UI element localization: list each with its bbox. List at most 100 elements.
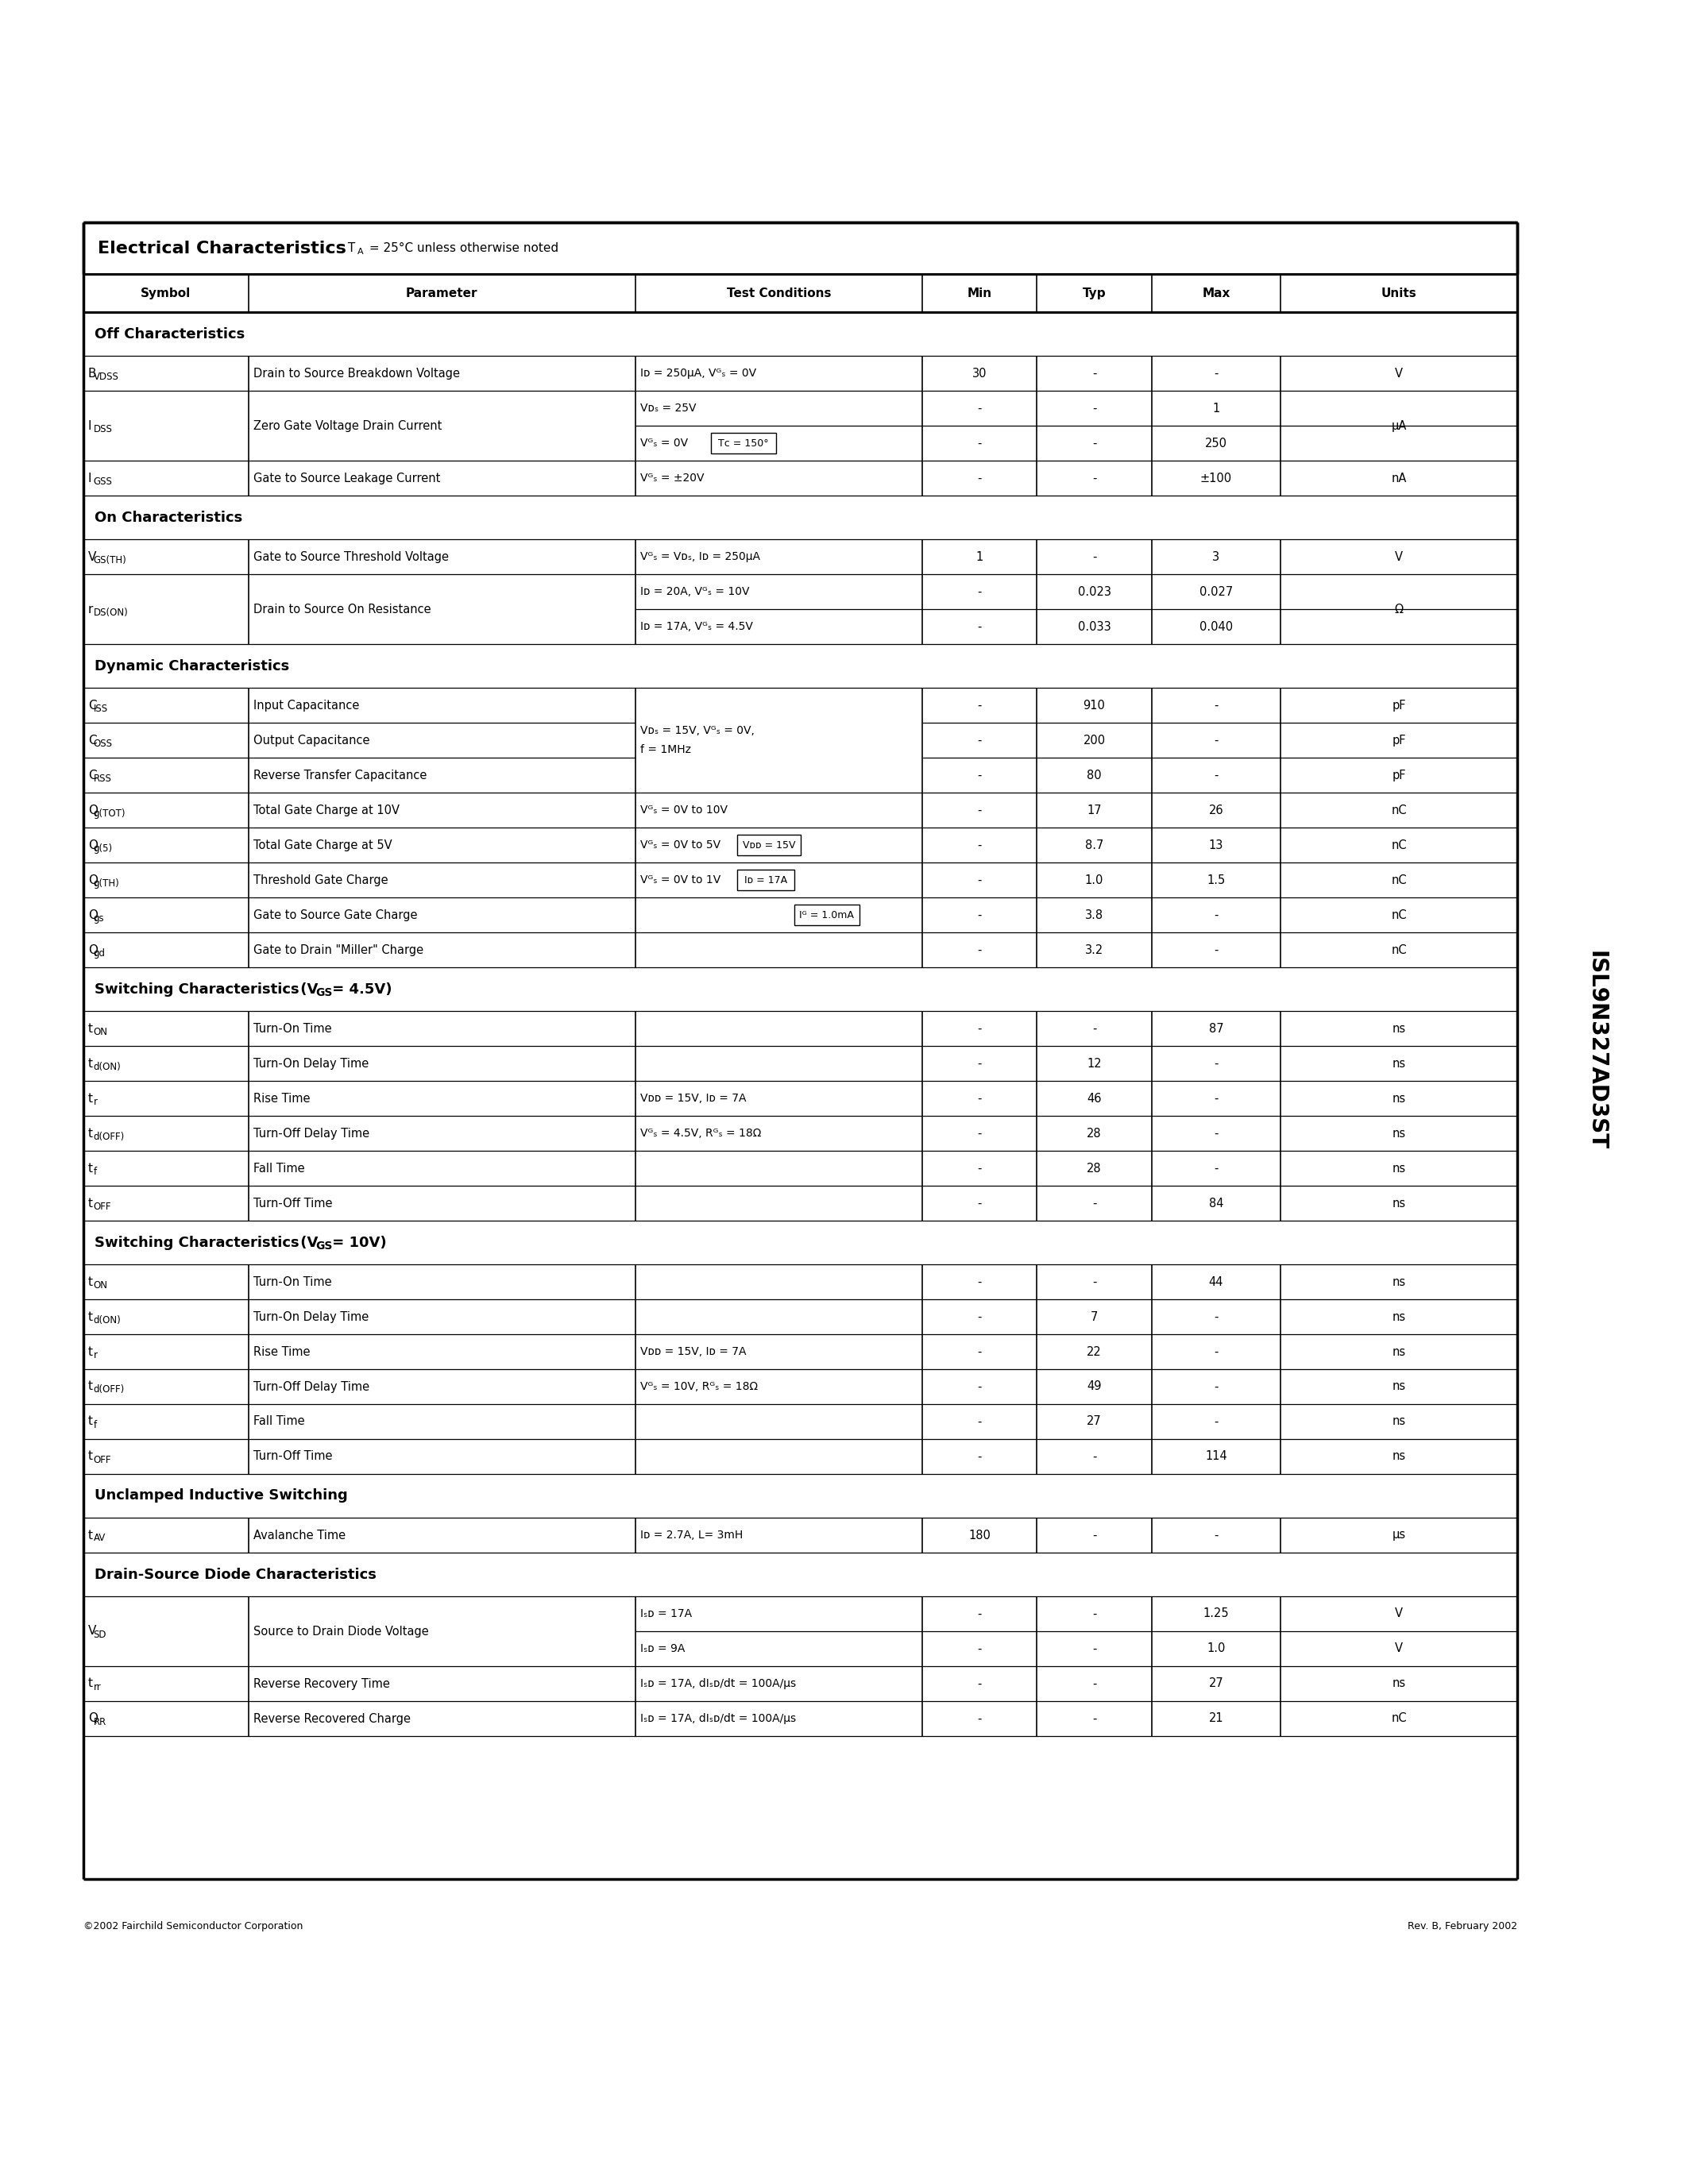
Text: V: V [1394,550,1403,563]
Text: ns: ns [1393,1345,1406,1358]
Text: Parameter: Parameter [405,286,478,299]
Text: A: A [358,247,363,256]
Text: 1.0: 1.0 [1207,1642,1225,1655]
Text: nC: nC [1391,909,1406,922]
Text: -: - [1214,1345,1219,1358]
Text: nC: nC [1391,943,1406,957]
Text: Iᴅ = 17A: Iᴅ = 17A [744,876,787,885]
Text: pF: pF [1393,734,1406,747]
Text: ns: ns [1393,1380,1406,1393]
Text: 44: 44 [1209,1275,1224,1289]
Text: -: - [1092,1607,1097,1621]
Text: -: - [977,1057,982,1070]
Text: V: V [1394,1607,1403,1621]
Text: Symbol: Symbol [140,286,191,299]
Text: μA: μA [1391,419,1406,432]
Text: Turn-On Time: Turn-On Time [253,1022,331,1035]
Text: -: - [1092,1529,1097,1542]
Text: Vᴅₛ = 25V: Vᴅₛ = 25V [640,402,695,413]
Text: Gate to Drain "Miller" Charge: Gate to Drain "Miller" Charge [253,943,424,957]
Text: Iᴅ = 20A, Vᴳₛ = 10V: Iᴅ = 20A, Vᴳₛ = 10V [640,585,749,596]
Text: ns: ns [1393,1197,1406,1210]
Text: t: t [88,1677,93,1690]
Text: g(5): g(5) [93,843,113,854]
Text: -: - [977,699,982,712]
Text: 0.040: 0.040 [1200,620,1232,633]
Text: ON: ON [93,1026,108,1037]
Text: ns: ns [1393,1450,1406,1463]
Text: Iₛᴅ = 17A, dIₛᴅ/dt = 100A/μs: Iₛᴅ = 17A, dIₛᴅ/dt = 100A/μs [640,1677,797,1688]
Text: Iᴅ = 2.7A, L= 3mH: Iᴅ = 2.7A, L= 3mH [640,1529,743,1540]
Text: d(ON): d(ON) [93,1315,122,1326]
Text: Drain to Source On Resistance: Drain to Source On Resistance [253,603,430,616]
Text: (V: (V [295,983,317,996]
Text: t: t [88,1415,93,1428]
Text: 250: 250 [1205,437,1227,450]
Text: -: - [1092,437,1097,450]
Text: ns: ns [1393,1415,1406,1428]
Text: C: C [88,734,96,747]
Text: r: r [93,1096,98,1107]
Text: -: - [1214,1415,1219,1428]
Text: 200: 200 [1084,734,1106,747]
Text: Vᴅᴅ = 15V, Iᴅ = 7A: Vᴅᴅ = 15V, Iᴅ = 7A [640,1345,746,1356]
Text: VDSS: VDSS [93,371,118,382]
Text: -: - [977,943,982,957]
Text: nC: nC [1391,839,1406,852]
Text: ns: ns [1393,1057,1406,1070]
Text: ±100: ±100 [1200,472,1232,485]
Text: Min: Min [967,286,993,299]
Text: ns: ns [1393,1092,1406,1105]
Text: GSS: GSS [93,476,113,487]
Text: Tᴄ = 150°: Tᴄ = 150° [717,439,768,448]
Text: OFF: OFF [93,1455,111,1465]
Text: C: C [88,769,96,782]
Text: GS: GS [316,1241,333,1251]
Text: f = 1MHz: f = 1MHz [640,745,690,756]
Text: Reverse Recovery Time: Reverse Recovery Time [253,1677,390,1690]
Text: GS(TH): GS(TH) [93,555,127,566]
Text: 1: 1 [976,550,982,563]
Text: -: - [977,585,982,598]
Text: pF: pF [1393,769,1406,782]
Text: -: - [1092,1275,1097,1289]
Text: Test Conditions: Test Conditions [726,286,830,299]
Text: Ω: Ω [1394,603,1403,616]
Text: Iᴅ = 250μA, Vᴳₛ = 0V: Iᴅ = 250μA, Vᴳₛ = 0V [640,367,756,378]
Text: -: - [977,1310,982,1324]
Text: Switching Characteristics: Switching Characteristics [95,983,299,996]
Text: 3.8: 3.8 [1085,909,1104,922]
Text: -: - [977,839,982,852]
Text: Units: Units [1381,286,1416,299]
Text: GS: GS [316,987,333,998]
Text: -: - [1214,367,1219,380]
Text: -: - [1214,1310,1219,1324]
Text: nC: nC [1391,804,1406,817]
Text: Gate to Source Threshold Voltage: Gate to Source Threshold Voltage [253,550,449,563]
Text: = 10V): = 10V) [327,1236,387,1249]
Text: -: - [1214,1127,1219,1140]
Text: ISL9N327AD3ST: ISL9N327AD3ST [1585,950,1607,1151]
Text: -: - [1092,402,1097,415]
Text: DSS: DSS [93,424,113,435]
Text: I: I [88,419,91,432]
Text: DS(ON): DS(ON) [93,607,128,618]
Text: Dynamic Characteristics: Dynamic Characteristics [95,660,289,673]
Text: 1.0: 1.0 [1085,874,1104,887]
Text: -: - [1092,1642,1097,1655]
Text: Vᴳₛ = 0V to 1V: Vᴳₛ = 0V to 1V [640,874,721,885]
Text: 1: 1 [1212,402,1220,415]
Text: -: - [977,1092,982,1105]
Text: rr: rr [93,1682,101,1693]
Text: Rise Time: Rise Time [253,1092,311,1105]
Text: -: - [1214,734,1219,747]
Text: Input Capacitance: Input Capacitance [253,699,360,712]
Text: On Characteristics: On Characteristics [95,511,243,524]
Text: ©2002 Fairchild Semiconductor Corporation: ©2002 Fairchild Semiconductor Corporatio… [83,1922,302,1933]
Text: Turn-On Delay Time: Turn-On Delay Time [253,1057,368,1070]
Text: Drain-Source Diode Characteristics: Drain-Source Diode Characteristics [95,1568,376,1581]
Text: -: - [1214,943,1219,957]
Text: ISS: ISS [93,703,108,714]
Text: t: t [88,1345,93,1358]
Text: g(TH): g(TH) [93,878,120,889]
